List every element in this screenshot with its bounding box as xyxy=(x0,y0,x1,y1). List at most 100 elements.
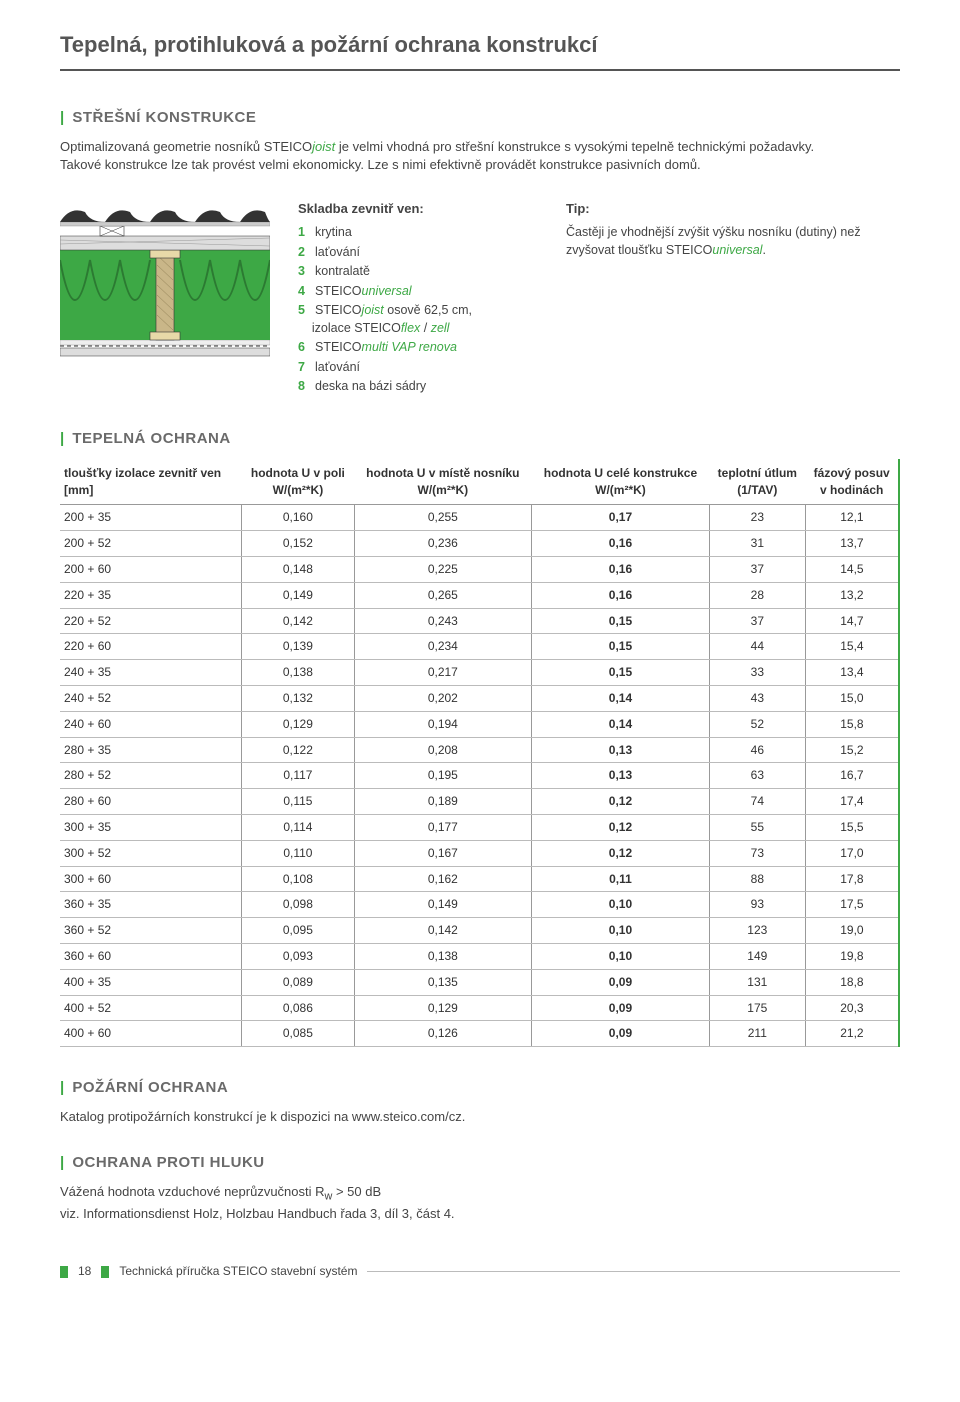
table-cell: 20,3 xyxy=(805,995,899,1021)
table-cell: 0,139 xyxy=(242,634,354,660)
table-cell: 0,13 xyxy=(532,737,710,763)
table-cell: 15,0 xyxy=(805,686,899,712)
table-cell: 0,148 xyxy=(242,557,354,583)
table-cell: 12,1 xyxy=(805,505,899,531)
table-row: 280 + 520,1170,1950,136316,7 xyxy=(60,763,899,789)
table-cell: 149 xyxy=(709,944,805,970)
table-cell: 400 + 60 xyxy=(60,1021,242,1047)
tip-heading: Tip: xyxy=(566,200,900,218)
table-cell: 0,09 xyxy=(532,1021,710,1047)
table-row: 220 + 520,1420,2430,153714,7 xyxy=(60,608,899,634)
table-cell: 300 + 52 xyxy=(60,840,242,866)
table-cell: 220 + 52 xyxy=(60,608,242,634)
table-cell: 0,098 xyxy=(242,892,354,918)
table-cell: 14,7 xyxy=(805,608,899,634)
table-cell: 200 + 52 xyxy=(60,531,242,557)
layer-item: 8deska na bázi sádry xyxy=(298,378,538,396)
table-cell: 0,10 xyxy=(532,892,710,918)
table-cell: 0,117 xyxy=(242,763,354,789)
table-cell: 400 + 52 xyxy=(60,995,242,1021)
table-cell: 211 xyxy=(709,1021,805,1047)
table-cell: 0,243 xyxy=(354,608,532,634)
table-cell: 0,160 xyxy=(242,505,354,531)
table-cell: 0,13 xyxy=(532,763,710,789)
table-cell: 0,15 xyxy=(532,660,710,686)
fire-text: Katalog protipožárních konstrukcí je k d… xyxy=(60,1108,900,1126)
table-cell: 16,7 xyxy=(805,763,899,789)
table-header: tloušťky izolace zevnitř ven[mm] xyxy=(60,459,242,505)
table-cell: 300 + 60 xyxy=(60,866,242,892)
layer-item: 3kontralatě xyxy=(298,263,538,281)
table-row: 200 + 600,1480,2250,163714,5 xyxy=(60,557,899,583)
tip-text: Častěji je vhodnější zvýšit výšku nosník… xyxy=(566,224,900,259)
table-cell: 0,152 xyxy=(242,531,354,557)
table-cell: 0,132 xyxy=(242,686,354,712)
table-cell: 200 + 60 xyxy=(60,557,242,583)
layer-item: 4STEICOuniversal xyxy=(298,283,538,301)
table-cell: 73 xyxy=(709,840,805,866)
table-cell: 220 + 35 xyxy=(60,582,242,608)
table-cell: 13,4 xyxy=(805,660,899,686)
table-cell: 0,208 xyxy=(354,737,532,763)
table-cell: 0,225 xyxy=(354,557,532,583)
intro-paragraph: Optimalizovaná geometrie nosníků STEICOj… xyxy=(60,138,840,174)
table-cell: 0,09 xyxy=(532,995,710,1021)
table-row: 240 + 520,1320,2020,144315,0 xyxy=(60,686,899,712)
table-cell: 31 xyxy=(709,531,805,557)
table-cell: 52 xyxy=(709,711,805,737)
table-cell: 19,8 xyxy=(805,944,899,970)
table-cell: 0,093 xyxy=(242,944,354,970)
noise-text: Vážená hodnota vzduchové neprůzvučnosti … xyxy=(60,1183,900,1223)
table-cell: 0,122 xyxy=(242,737,354,763)
table-row: 280 + 600,1150,1890,127417,4 xyxy=(60,789,899,815)
table-cell: 240 + 52 xyxy=(60,686,242,712)
table-row: 240 + 600,1290,1940,145215,8 xyxy=(60,711,899,737)
table-cell: 200 + 35 xyxy=(60,505,242,531)
section-heading-thermal: | TEPELNÁ OCHRANA xyxy=(60,428,900,449)
page-number: 18 xyxy=(78,1263,91,1280)
table-row: 360 + 350,0980,1490,109317,5 xyxy=(60,892,899,918)
table-cell: 46 xyxy=(709,737,805,763)
table-row: 200 + 350,1600,2550,172312,1 xyxy=(60,505,899,531)
table-cell: 44 xyxy=(709,634,805,660)
thermal-table: tloušťky izolace zevnitř ven[mm] hodnota … xyxy=(60,459,900,1047)
table-cell: 0,149 xyxy=(242,582,354,608)
footer-marker-icon xyxy=(60,1266,68,1278)
table-cell: 360 + 52 xyxy=(60,918,242,944)
page-title: Tepelná, protihluková a požární ochrana … xyxy=(60,30,900,71)
table-row: 400 + 520,0860,1290,0917520,3 xyxy=(60,995,899,1021)
table-header: hodnota U celé konstrukce W/(m²*K) xyxy=(532,459,710,505)
table-row: 280 + 350,1220,2080,134615,2 xyxy=(60,737,899,763)
layer-item: 6STEICOmulti VAP renova xyxy=(298,339,538,357)
layer-list: Skladba zevnitř ven: 1krytina2laťování3k… xyxy=(298,200,538,398)
table-cell: 23 xyxy=(709,505,805,531)
table-cell: 28 xyxy=(709,582,805,608)
table-cell: 0,15 xyxy=(532,634,710,660)
table-row: 300 + 350,1140,1770,125515,5 xyxy=(60,815,899,841)
table-cell: 74 xyxy=(709,789,805,815)
footer-rule xyxy=(367,1271,900,1272)
table-cell: 0,126 xyxy=(354,1021,532,1047)
table-row: 300 + 600,1080,1620,118817,8 xyxy=(60,866,899,892)
roof-section: | STŘEŠNÍ KONSTRUKCE Optimalizovaná geom… xyxy=(60,107,900,398)
page-footer: 18 Technická příručka STEICO stavební sy… xyxy=(60,1263,900,1280)
table-row: 360 + 600,0930,1380,1014919,8 xyxy=(60,944,899,970)
table-row: 360 + 520,0950,1420,1012319,0 xyxy=(60,918,899,944)
table-cell: 280 + 35 xyxy=(60,737,242,763)
table-cell: 0,234 xyxy=(354,634,532,660)
table-cell: 0,265 xyxy=(354,582,532,608)
table-cell: 0,162 xyxy=(354,866,532,892)
table-cell: 240 + 60 xyxy=(60,711,242,737)
table-cell: 0,14 xyxy=(532,711,710,737)
table-cell: 19,0 xyxy=(805,918,899,944)
table-cell: 0,189 xyxy=(354,789,532,815)
layer-heading: Skladba zevnitř ven: xyxy=(298,200,538,218)
table-cell: 0,12 xyxy=(532,789,710,815)
table-cell: 17,4 xyxy=(805,789,899,815)
table-cell: 0,17 xyxy=(532,505,710,531)
table-cell: 360 + 35 xyxy=(60,892,242,918)
layer-item: 1krytina xyxy=(298,224,538,242)
table-cell: 280 + 52 xyxy=(60,763,242,789)
table-row: 400 + 350,0890,1350,0913118,8 xyxy=(60,969,899,995)
table-cell: 0,114 xyxy=(242,815,354,841)
